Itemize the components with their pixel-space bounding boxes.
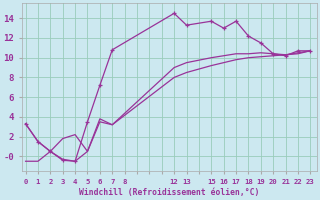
X-axis label: Windchill (Refroidissement éolien,°C): Windchill (Refroidissement éolien,°C) <box>79 188 260 197</box>
